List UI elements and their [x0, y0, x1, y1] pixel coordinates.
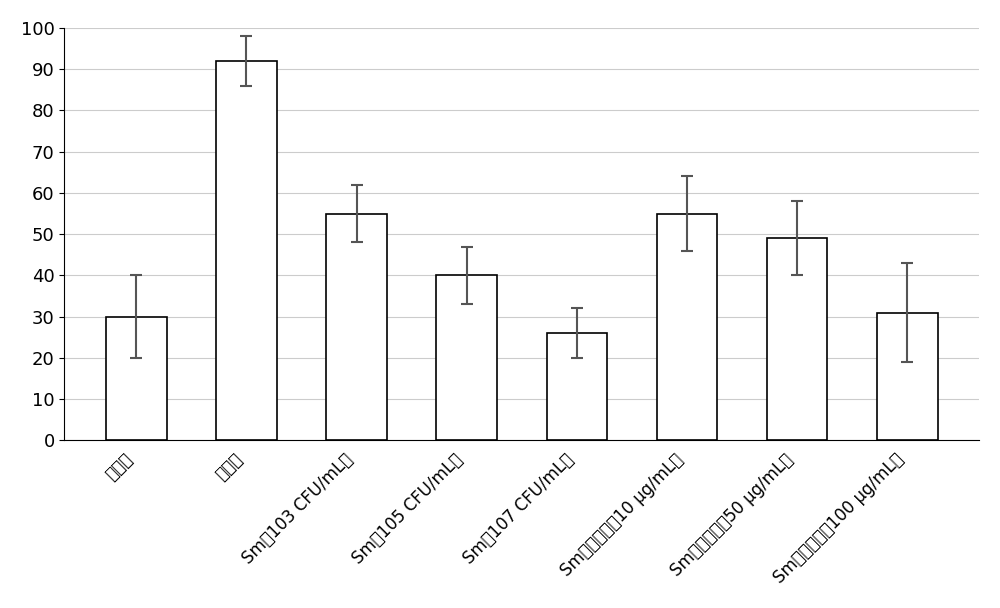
Bar: [326, 213, 387, 440]
Bar: [877, 313, 938, 440]
Bar: [216, 61, 277, 440]
Bar: [106, 317, 167, 440]
Bar: [767, 238, 827, 440]
Bar: [436, 275, 497, 440]
Bar: [657, 213, 717, 440]
Bar: [547, 333, 607, 440]
